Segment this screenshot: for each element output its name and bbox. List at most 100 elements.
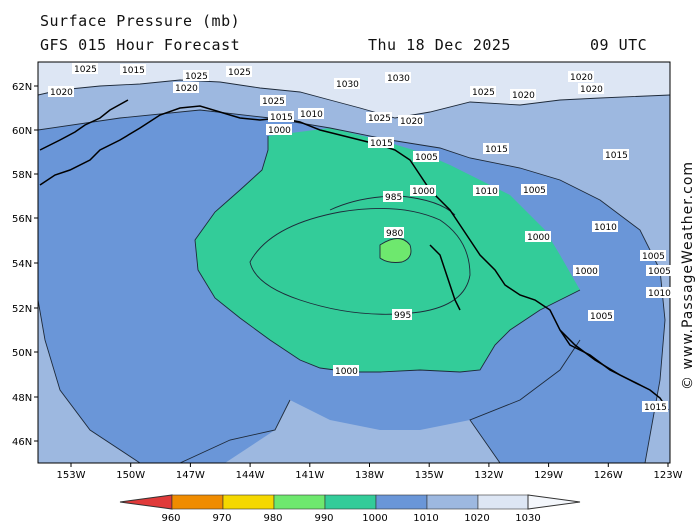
longitude-label: 147W	[176, 470, 205, 481]
contour-label: 995	[392, 309, 412, 321]
svg-text:1010: 1010	[475, 187, 498, 197]
contour-label: 1025	[226, 66, 252, 78]
longitude-labels: 153W 150W 147W 144W 141W 138W 135W 132W 129W 126W…	[57, 463, 683, 481]
longitude-label: 153W	[57, 470, 86, 481]
svg-text:1015: 1015	[270, 113, 293, 123]
contour-label: 1015	[120, 64, 146, 76]
svg-text:1015: 1015	[370, 139, 393, 149]
legend-swatch	[273, 494, 326, 510]
latitude-label: 52N	[12, 304, 32, 315]
isobar-1005-south	[469, 339, 581, 463]
contour-label: 1030	[385, 72, 411, 84]
longitude-label: 150W	[116, 470, 145, 481]
svg-text:1015: 1015	[605, 151, 628, 161]
contour-label: 1025	[366, 112, 392, 124]
longitude-label: 129W	[534, 470, 563, 481]
isobar-1000	[194, 136, 581, 373]
legend-swatch	[324, 494, 377, 510]
contour-label: 1025	[260, 95, 286, 107]
isobar-1015-west	[38, 299, 141, 463]
longitude-label: 132W	[474, 470, 503, 481]
contour-label: 1005	[521, 184, 547, 196]
legend-label: 970	[212, 513, 231, 524]
svg-text:1020: 1020	[570, 73, 593, 83]
latitude-label: 56N	[12, 214, 32, 225]
contour-label: 1020	[173, 82, 199, 94]
contour-label: 1020	[510, 89, 536, 101]
forecast-time: 09 UTC	[590, 36, 648, 54]
legend-swatch	[426, 494, 479, 510]
svg-text:1010: 1010	[594, 223, 617, 233]
contour-label: 1015	[268, 111, 294, 123]
legend-label: 1030	[515, 513, 540, 524]
svg-text:1015: 1015	[122, 66, 145, 76]
legend-swatch	[375, 494, 428, 510]
svg-text:1030: 1030	[387, 74, 410, 84]
svg-text:1005: 1005	[642, 252, 665, 262]
vancouver-island	[559, 329, 641, 386]
latitude-label: 62N	[12, 82, 32, 93]
svg-text:1020: 1020	[400, 117, 423, 127]
svg-text:1000: 1000	[527, 233, 550, 243]
contour-label: 1010	[592, 221, 618, 233]
svg-text:1010: 1010	[300, 110, 323, 120]
credit-watermark: © www.PassageWeather.com	[680, 160, 696, 390]
contour-label: 1010	[298, 108, 324, 120]
contour-label: 1025	[470, 86, 496, 98]
latitude-label: 60N	[12, 126, 32, 137]
svg-text:1005: 1005	[590, 312, 613, 322]
coastline-alaska	[39, 99, 129, 151]
svg-text:1025: 1025	[74, 65, 97, 75]
contour-label: 1000	[573, 265, 599, 277]
contour-label: 1020	[568, 71, 594, 83]
svg-text:1020: 1020	[580, 85, 603, 95]
contour-label: 1025	[72, 63, 98, 75]
contour-label: 1015	[603, 149, 629, 161]
legend-arrow-low	[119, 494, 173, 510]
contour-label: 1005	[588, 310, 614, 322]
svg-text:1005: 1005	[648, 267, 671, 277]
pressure-legend: 960 970 980 990 1000 1010 1020 1030	[119, 494, 581, 524]
latitude-label: 48N	[12, 393, 32, 404]
svg-text:1005: 1005	[523, 186, 546, 196]
legend-label: 1010	[413, 513, 438, 524]
legend-label: 1020	[464, 513, 489, 524]
contour-label: 1000	[266, 124, 292, 136]
longitude-label: 138W	[355, 470, 384, 481]
contour-label: 1010	[646, 287, 672, 299]
contour-label: 985	[383, 191, 403, 203]
legend-swatch	[171, 494, 224, 510]
svg-text:1000: 1000	[268, 126, 291, 136]
contour-label: 1005	[640, 250, 666, 262]
longitude-label: 144W	[236, 470, 265, 481]
legend-swatch	[222, 494, 275, 510]
legend-label: 960	[161, 513, 180, 524]
contour-label: 1000	[333, 365, 359, 377]
isobar-1005-southwest	[179, 399, 291, 463]
latitude-label: 58N	[12, 170, 32, 181]
contour-label: 1015	[483, 143, 509, 155]
longitude-label: 135W	[415, 470, 444, 481]
svg-text:1005: 1005	[415, 153, 438, 163]
contour-label: 1030	[334, 78, 360, 90]
pressure-bands	[38, 62, 670, 463]
svg-text:980: 980	[386, 229, 403, 239]
contour-label: 1020	[48, 86, 74, 98]
isobar-985	[379, 238, 412, 263]
coastline	[39, 99, 669, 411]
legend-label: 1000	[362, 513, 387, 524]
svg-text:1030: 1030	[336, 80, 359, 90]
longitude-label: 123W	[654, 470, 683, 481]
legend-labels: 960 970 980 990 1000 1010 1020 1030	[161, 513, 540, 524]
latitude-label: 54N	[12, 259, 32, 270]
svg-text:1000: 1000	[335, 367, 358, 377]
svg-text:1015: 1015	[644, 403, 667, 413]
svg-text:1025: 1025	[262, 97, 285, 107]
contour-label: 1020	[578, 83, 604, 95]
svg-text:1025: 1025	[472, 88, 495, 98]
contour-label: 1000	[525, 231, 551, 243]
svg-text:1000: 1000	[575, 267, 598, 277]
svg-text:1015: 1015	[485, 145, 508, 155]
contour-label: 980	[384, 227, 404, 239]
latitude-label: 50N	[12, 348, 32, 359]
